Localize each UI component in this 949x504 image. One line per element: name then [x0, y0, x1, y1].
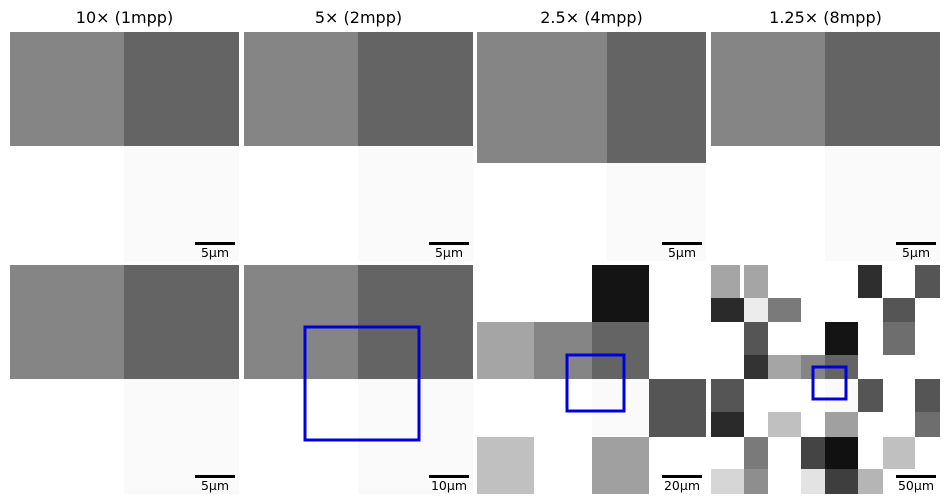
panel-row1-5x: 5µm: [244, 32, 473, 261]
column-title-2-5x: 2.5× (4mpp): [540, 8, 643, 27]
region-box: [303, 325, 421, 442]
tile-image: [10, 265, 239, 494]
column-title-5x: 5× (2mpp): [314, 8, 403, 27]
scale-bar: 20µm: [660, 475, 704, 494]
scale-bar: 5µm: [660, 242, 704, 261]
panel-row1-2-5x: 5µm: [477, 32, 706, 261]
scale-bar-label: 10µm: [430, 478, 468, 493]
panel-row2-10x: 5µm: [10, 265, 239, 494]
tile-image: [10, 32, 239, 261]
tile-image: [244, 32, 473, 261]
scale-bar-label: 50µm: [897, 478, 935, 493]
scale-bar-label: 5µm: [200, 245, 230, 260]
column-title-10x: 10× (1mpp): [75, 8, 174, 27]
panel-row1-1-25x: 5µm: [711, 32, 940, 261]
scale-bar-label: 5µm: [434, 245, 464, 260]
panel-row2-1-25x: 50µm: [711, 265, 940, 494]
region-box: [565, 353, 626, 413]
scale-bar-label: 5µm: [901, 245, 931, 260]
scale-bar-label: 5µm: [667, 245, 697, 260]
tile-image: [477, 32, 706, 261]
panel-row1-10x: 5µm: [10, 32, 239, 261]
panel-row2-2-5x: 20µm: [477, 265, 706, 494]
tile-image: [477, 265, 706, 494]
scale-bar-label: 20µm: [663, 478, 701, 493]
tile-image: [244, 265, 473, 494]
scale-bar-label: 5µm: [200, 478, 230, 493]
tile-image: [711, 265, 940, 494]
scale-bar: 10µm: [427, 475, 471, 494]
tile-image: [711, 32, 940, 261]
scale-bar: 5µm: [894, 242, 938, 261]
scale-bar: 5µm: [193, 475, 237, 494]
panel-row2-5x: 10µm: [244, 265, 473, 494]
scale-bar: 50µm: [894, 475, 938, 494]
region-box: [811, 365, 848, 401]
scale-bar: 5µm: [193, 242, 237, 261]
column-title-1-25x: 1.25× (8mpp): [769, 8, 882, 27]
scale-bar: 5µm: [427, 242, 471, 261]
